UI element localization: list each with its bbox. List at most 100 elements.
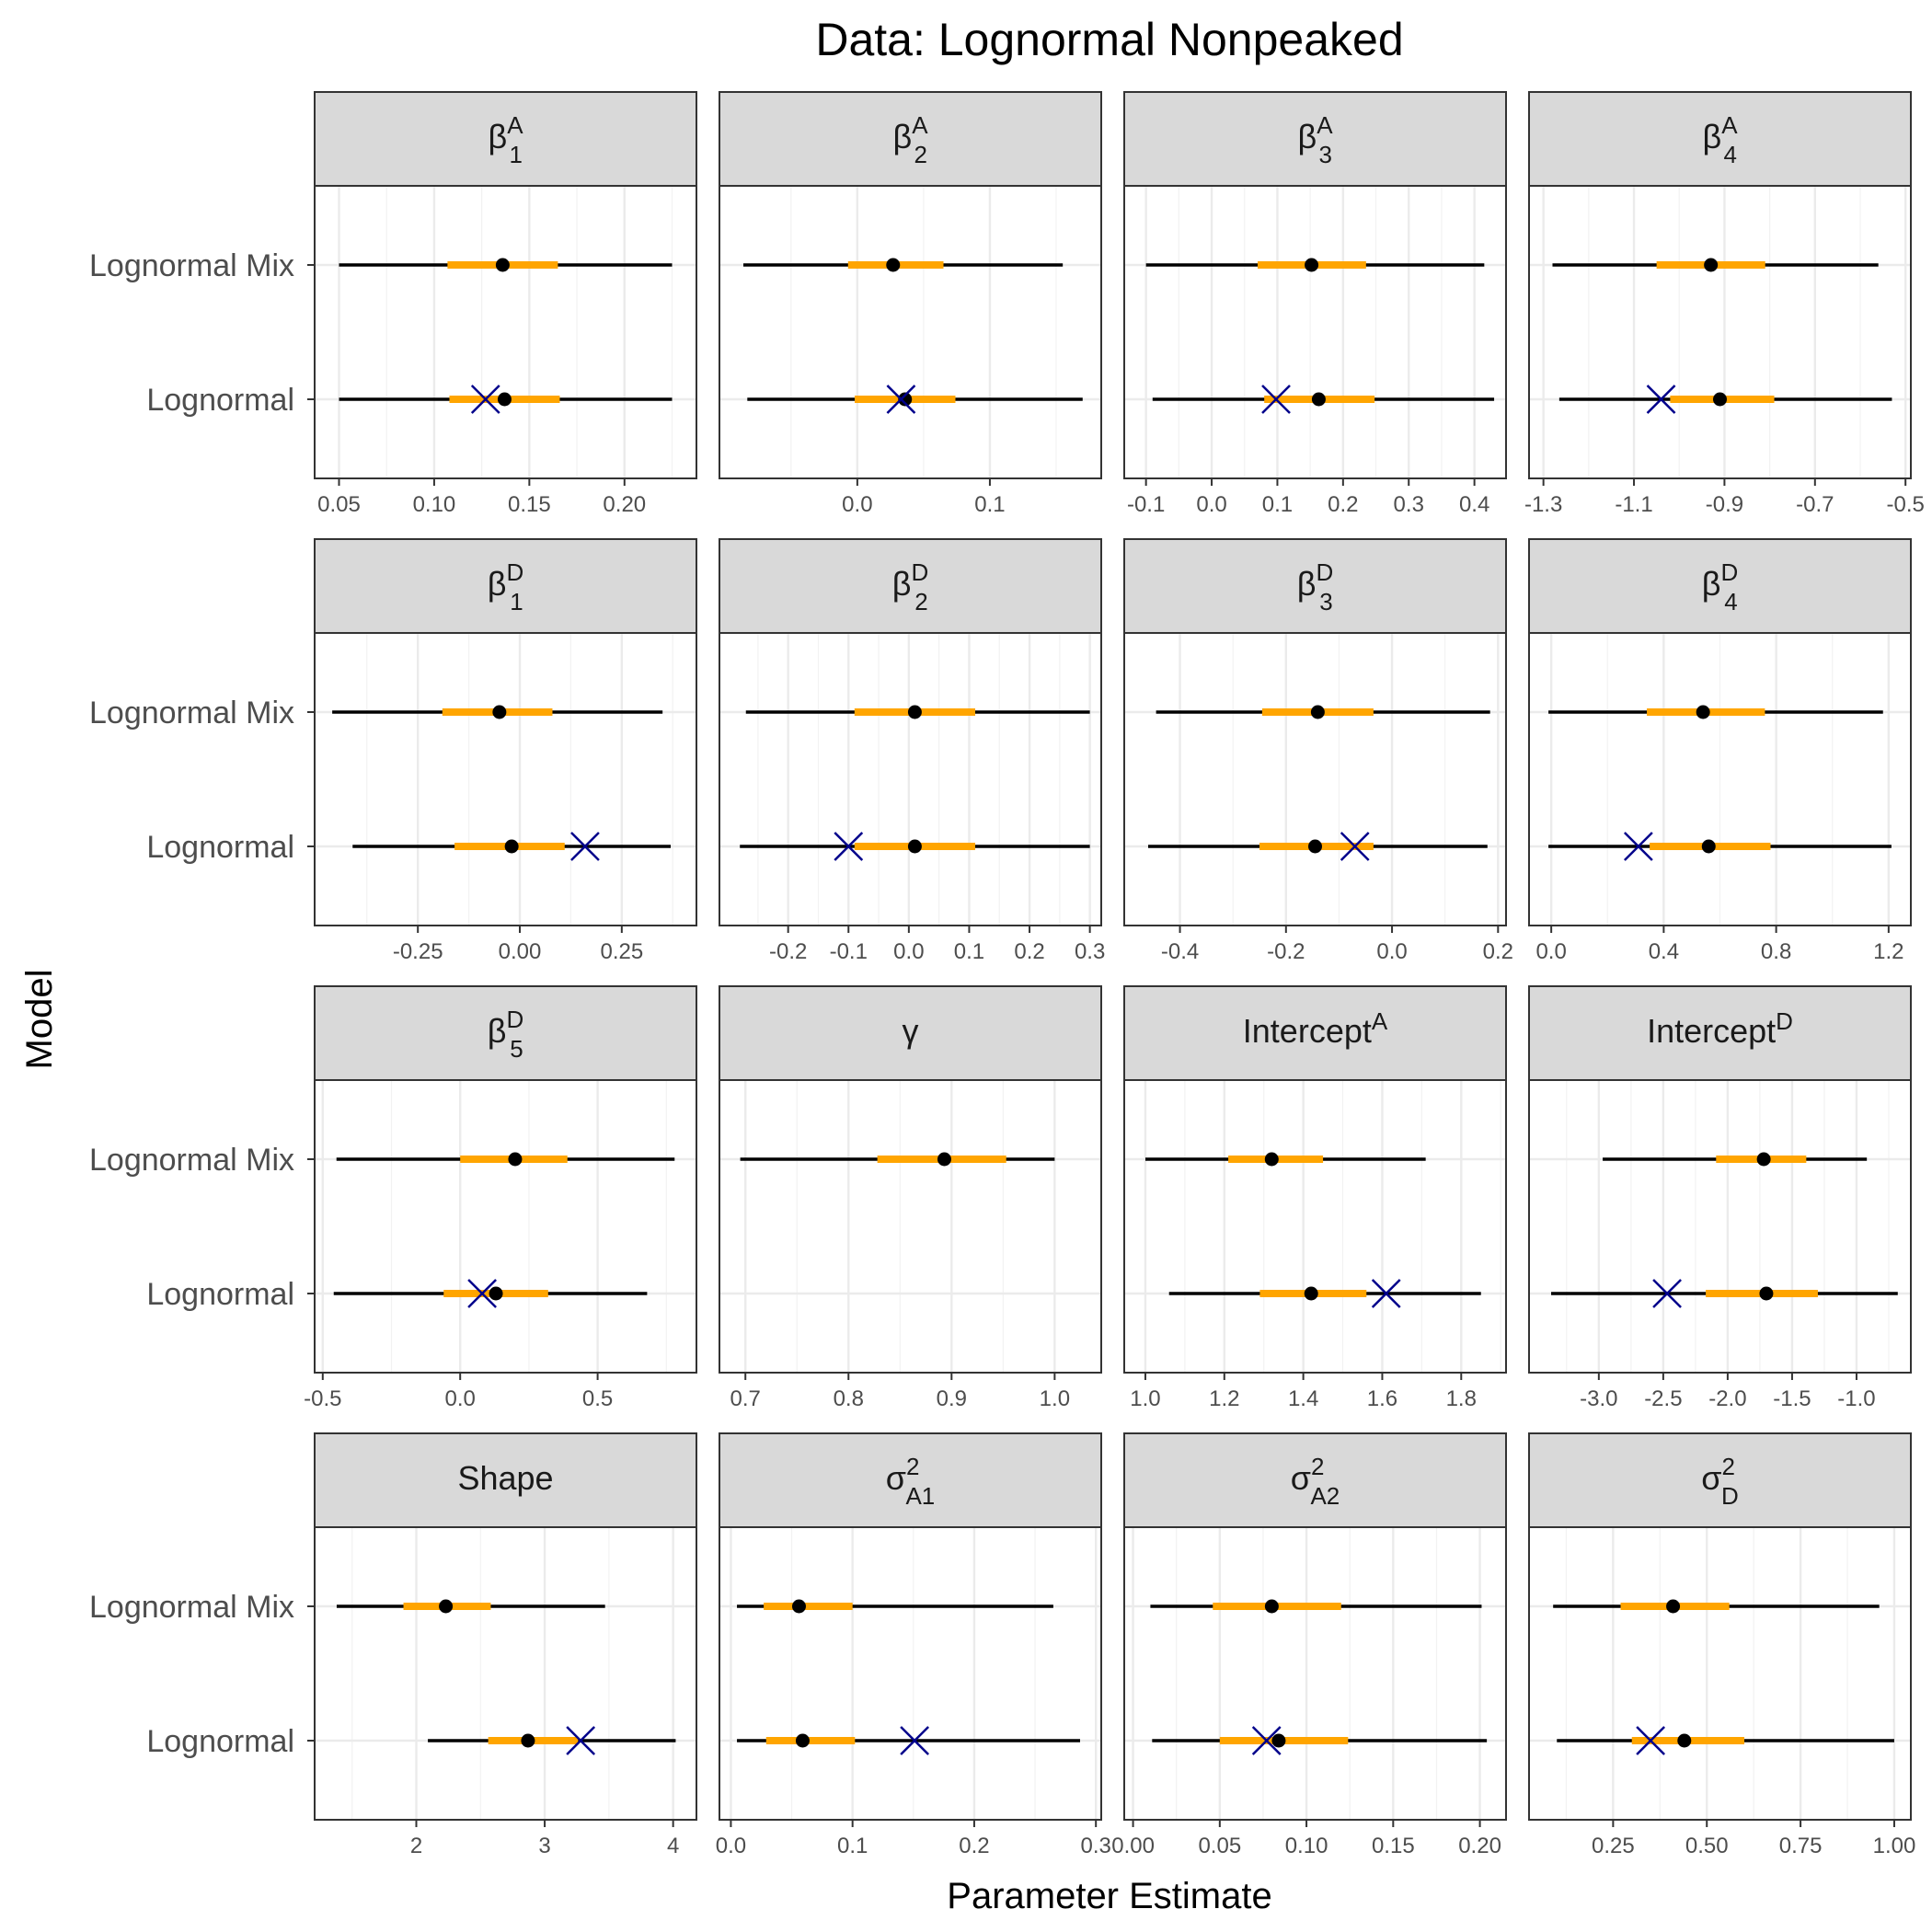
- true-value-stroke: [900, 1726, 930, 1755]
- facet-strip-label: Shape: [457, 1459, 553, 1497]
- panel-border: [719, 1079, 1102, 1374]
- x-tick-label: 0.3: [1394, 492, 1424, 517]
- facet-strip: [719, 538, 1102, 634]
- panel-border: [1123, 1079, 1507, 1374]
- x-tick-label: 0.75: [1779, 1834, 1823, 1858]
- panel-border: [314, 1526, 697, 1821]
- point-estimate: [1756, 1152, 1771, 1167]
- x-tick-label: 0.50: [1685, 1834, 1729, 1858]
- facet-panel: βD 2 -0.2 -0.1 0.0 0.1 0.2 0.3: [719, 538, 1105, 964]
- x-tick-label: -0.1: [1127, 492, 1165, 517]
- facet-panel: βA 2 0.0 0.1: [719, 91, 1102, 517]
- true-value-stroke: [570, 832, 600, 861]
- true-value-marker: [1261, 385, 1291, 414]
- point-estimate: [508, 1152, 523, 1167]
- true-value-stroke: [1652, 1279, 1682, 1308]
- x-tick-label: 1.8: [1446, 1386, 1477, 1411]
- true-value-stroke: [1340, 832, 1370, 861]
- true-value-marker: [1652, 1279, 1682, 1308]
- x-tick-label: 0.20: [603, 492, 646, 517]
- point-estimate: [521, 1733, 535, 1748]
- x-tick-label: -0.5: [304, 1386, 341, 1411]
- x-tick-label: 0.10: [1285, 1834, 1328, 1858]
- true-value-stroke: [1623, 832, 1653, 861]
- panel-background: [315, 1080, 696, 1373]
- true-value-stroke: [1646, 385, 1676, 414]
- point-estimate: [489, 1286, 503, 1301]
- facet-strip-label: σ2 A1: [886, 1453, 936, 1510]
- x-tick-label: 1.0: [1130, 1386, 1160, 1411]
- panel-border: [719, 185, 1102, 479]
- facet-strip-label: βA 2: [892, 111, 928, 168]
- facet-panels: βA 1 0.05 0.10 0.15 0.20 Lognormal Mix Lognorma…: [89, 91, 1925, 1858]
- x-tick-label: -0.4: [1161, 939, 1199, 964]
- y-tick-label: Lognormal: [146, 830, 294, 865]
- x-tick-label: 0.0: [1535, 939, 1566, 964]
- facet-strip-label: InterceptA: [1243, 1007, 1388, 1050]
- x-tick-label: 0.1: [954, 939, 984, 964]
- panel-background: [719, 633, 1101, 926]
- x-tick-label: -0.7: [1796, 492, 1834, 517]
- facet-strip: [719, 1432, 1102, 1528]
- point-estimate: [791, 1599, 806, 1614]
- y-tick-label: Lognormal: [146, 383, 294, 418]
- x-tick-label: -1.5: [1773, 1386, 1811, 1411]
- x-tick-label: 0.20: [1458, 1834, 1501, 1858]
- x-tick-label: -0.1: [830, 939, 868, 964]
- x-tick-label: 0.7: [730, 1386, 761, 1411]
- x-tick-label: 2: [410, 1834, 422, 1858]
- x-tick-label: 0.10: [413, 492, 456, 517]
- facet-strip-label: βA 3: [1297, 111, 1333, 168]
- facet-panel: InterceptD -3.0 -2.5 -2.0 -1.5 -1.0: [1528, 985, 1912, 1411]
- x-tick-label: 0.5: [582, 1386, 613, 1411]
- point-estimate: [1310, 705, 1325, 719]
- facet-strip: [314, 1432, 697, 1528]
- y-tick-label: Lognormal Mix: [89, 696, 294, 730]
- facet-panel: βD 4 0.0 0.4 0.8 1.2: [1528, 538, 1912, 964]
- panel-background: [719, 1080, 1101, 1373]
- x-tick-label: 1.2: [1873, 939, 1903, 964]
- panel-background: [1124, 186, 1506, 478]
- true-value-stroke: [1261, 385, 1291, 414]
- true-value-marker: [900, 1726, 930, 1755]
- point-estimate: [439, 1599, 454, 1614]
- point-estimate: [886, 258, 901, 272]
- x-tick-label: 1.0: [1040, 1386, 1070, 1411]
- x-tick-label: 0.05: [1198, 1834, 1241, 1858]
- point-estimate: [1701, 839, 1716, 854]
- point-estimate: [1264, 1152, 1279, 1167]
- facet-strip: [1528, 91, 1912, 187]
- true-value-stroke: [886, 385, 916, 414]
- y-tick-label: Lognormal Mix: [89, 248, 294, 283]
- true-value-marker: [1646, 385, 1676, 414]
- panel-border: [719, 1526, 1102, 1821]
- point-estimate: [504, 839, 519, 854]
- panel-background: [719, 186, 1101, 478]
- x-tick-label: 0.0: [1196, 492, 1226, 517]
- true-value-marker: [886, 385, 916, 414]
- x-tick-label: 0.3: [1081, 1834, 1111, 1858]
- true-value-stroke: [467, 1279, 497, 1308]
- panel-background: [315, 1527, 696, 1820]
- panel-background: [315, 633, 696, 926]
- facet-strip: [314, 538, 697, 634]
- facet-strip: [1123, 538, 1507, 634]
- x-tick-label: 0.9: [937, 1386, 967, 1411]
- point-estimate: [937, 1152, 951, 1167]
- x-tick-label: 0.05: [317, 492, 361, 517]
- point-estimate: [1704, 258, 1719, 272]
- panel-border: [1528, 1526, 1912, 1821]
- true-value-marker: [570, 832, 600, 861]
- facet-panel: σ2 A2 0.00 0.05 0.10 0.15 0.20: [1111, 1432, 1507, 1858]
- panel-border: [1528, 632, 1912, 926]
- x-tick-label: 0.15: [1372, 1834, 1415, 1858]
- x-tick-label: 0.2: [959, 1834, 989, 1858]
- panel-background: [719, 1527, 1101, 1820]
- x-tick-label: -1.3: [1524, 492, 1562, 517]
- panel-background: [1529, 186, 1911, 478]
- facet-strip-label: βA 4: [1702, 111, 1738, 168]
- facet-strip: [314, 91, 697, 187]
- panel-background: [1124, 1080, 1506, 1373]
- x-tick-label: -0.9: [1706, 492, 1743, 517]
- x-tick-label: 1.6: [1367, 1386, 1397, 1411]
